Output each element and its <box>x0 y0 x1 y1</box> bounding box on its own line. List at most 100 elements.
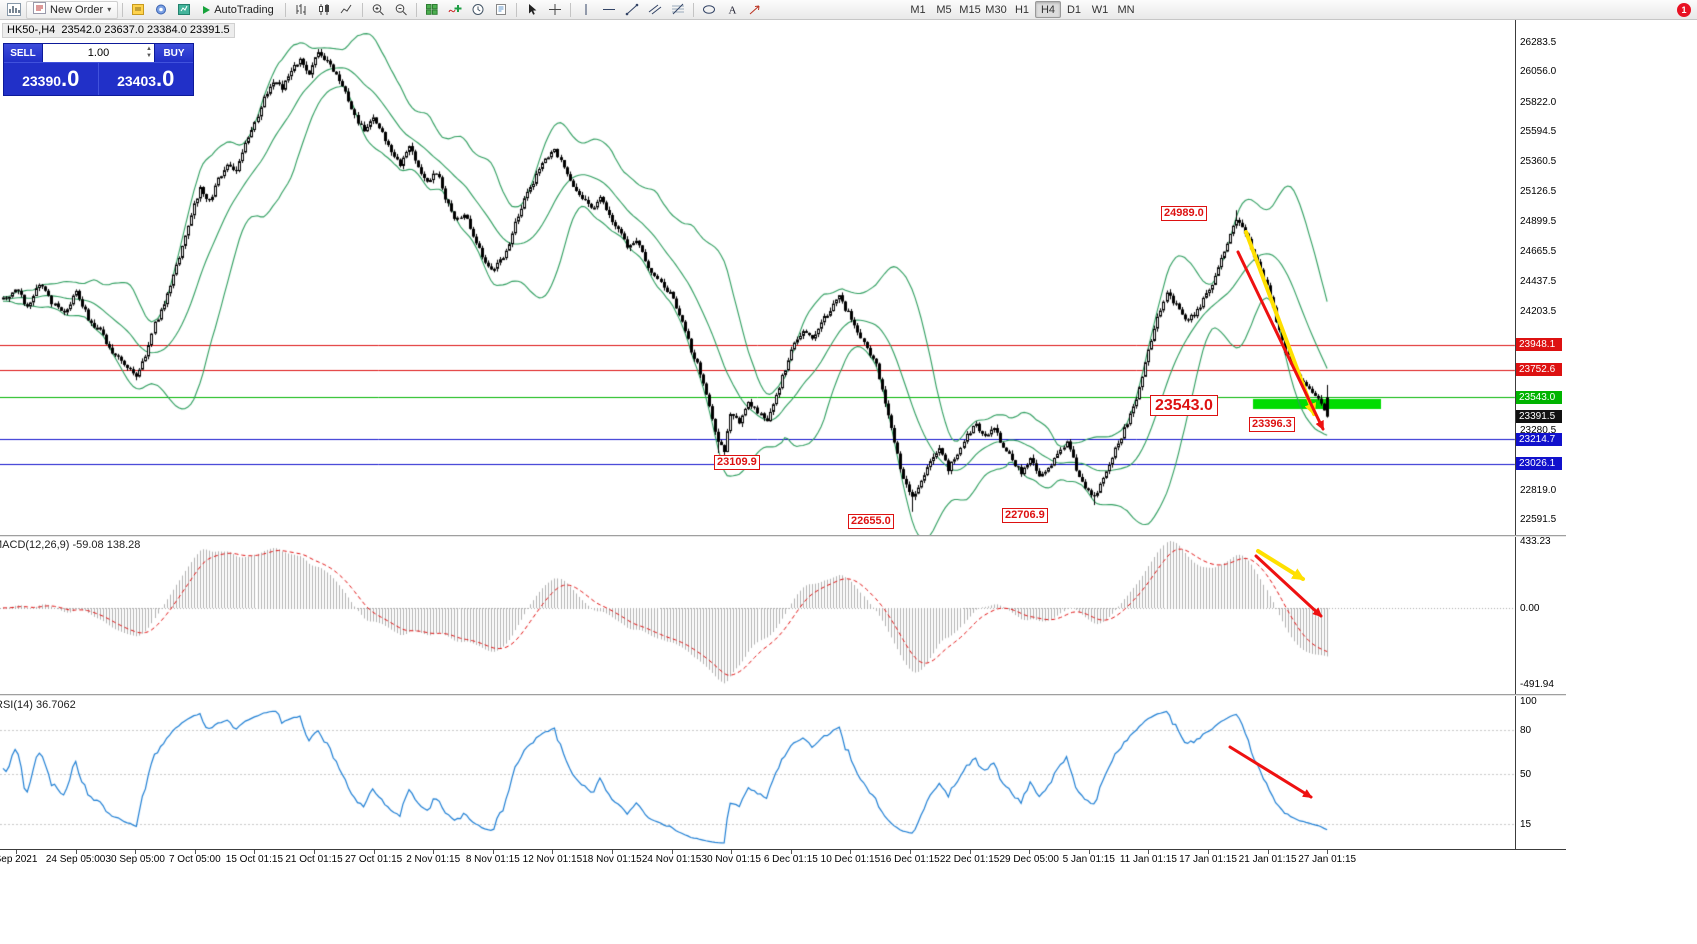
strategy-tester-icon[interactable] <box>173 1 195 19</box>
new-order-button[interactable]: New Order ▾ <box>26 0 119 19</box>
time-axis-tick <box>850 850 852 854</box>
horizontal-line-icon[interactable] <box>598 1 620 19</box>
timeframe-button-h1[interactable]: H1 <box>1014 3 1030 16</box>
time-axis-line <box>0 849 1566 850</box>
cursor-icon[interactable] <box>521 1 543 19</box>
vertical-line-icon[interactable] <box>575 1 597 19</box>
tile-windows-icon[interactable] <box>421 1 443 19</box>
rsi-axis-label: 80 <box>1520 725 1532 736</box>
macd-axis-label: 0.00 <box>1520 603 1540 614</box>
price-annotation-label[interactable]: 23543.0 <box>1150 395 1218 416</box>
time-axis-tick <box>1148 850 1150 854</box>
timeframe-button-m15[interactable]: M15 <box>959 3 981 16</box>
price-annotation-label[interactable]: 22655.0 <box>848 514 894 529</box>
symbol-period-label: HK50-,H4 <box>7 24 56 36</box>
time-axis-label: 24 Nov 01:15 <box>641 854 702 865</box>
buy-price-fraction: .0 <box>156 66 175 91</box>
channel-icon[interactable] <box>644 1 666 19</box>
time-axis-tick <box>433 850 435 854</box>
price-axis-tag: 23391.5 <box>1516 410 1562 424</box>
zoom-in-icon[interactable] <box>367 1 389 19</box>
zoom-out-icon[interactable] <box>390 1 412 19</box>
new-chart-icon[interactable] <box>3 1 25 19</box>
volume-up-icon[interactable]: ▲ <box>146 46 152 52</box>
autotrading-label: AutoTrading <box>214 3 274 16</box>
time-axis-label: 21 Jan 01:15 <box>1238 854 1297 865</box>
price-axis-label: 24665.5 <box>1520 246 1557 258</box>
line-chart-icon[interactable] <box>336 1 358 19</box>
autotrading-button[interactable]: AutoTrading <box>196 1 281 19</box>
chart-canvas[interactable] <box>0 20 1516 856</box>
toolbar-separator <box>415 2 417 17</box>
price-annotation-label[interactable]: 22706.9 <box>1002 508 1048 523</box>
time-axis-label: 29 Dec 05:00 <box>999 854 1059 865</box>
toolbar-separator <box>515 2 517 17</box>
volume-input[interactable]: 1.00 ▲ ▼ <box>42 44 155 62</box>
templates-icon[interactable] <box>490 1 512 19</box>
buy-button[interactable]: BUY <box>155 44 193 62</box>
indicators-icon[interactable] <box>444 1 466 19</box>
macd-indicator-label: MACD(12,26,9) -59.08 138.28 <box>0 539 141 551</box>
timeframe-button-w1[interactable]: W1 <box>1091 3 1109 16</box>
price-annotation-label[interactable]: 23396.3 <box>1249 417 1295 432</box>
metaeditor-icon[interactable] <box>127 1 149 19</box>
arrow-tool-icon[interactable] <box>744 1 766 19</box>
timeframe-button-m30[interactable]: M30 <box>985 3 1007 16</box>
buy-price[interactable]: 23403.0 <box>99 63 194 95</box>
volume-down-icon[interactable]: ▼ <box>146 53 152 59</box>
time-axis-label: 30 Nov 01:15 <box>701 854 761 865</box>
time-axis-label: 27 Oct 01:15 <box>344 854 403 865</box>
price-axis-label: 24437.5 <box>1520 275 1557 287</box>
time-axis-tick <box>1208 850 1209 854</box>
time-axis-label: 30 Sep 05:00 <box>105 854 165 865</box>
timeframe-button-m1[interactable]: M1 <box>910 3 926 16</box>
time-axis-label: 21 Oct 01:15 <box>285 854 343 865</box>
time-axis-label: Sep 2021 <box>0 854 38 865</box>
autotrading-play-icon <box>203 5 211 14</box>
candlestick-chart-icon[interactable] <box>313 1 335 19</box>
time-axis-label: 2 Nov 01:15 <box>406 854 461 865</box>
time-axis-label: 6 Dec 01:15 <box>763 854 818 865</box>
price-annotation-label[interactable]: 24989.0 <box>1161 206 1207 221</box>
trendline-icon[interactable] <box>621 1 643 19</box>
panel-divider-rsi[interactable] <box>0 694 1566 696</box>
toolbar-separator <box>284 2 286 17</box>
bar-chart-icon[interactable] <box>290 1 312 19</box>
sell-button[interactable]: SELL <box>4 44 42 62</box>
time-axis-label: 24 Sep 05:00 <box>45 854 106 865</box>
rsi-indicator-label: RSI(14) 36.7062 <box>0 699 76 711</box>
time-axis-tick <box>552 850 554 854</box>
notification-badge[interactable]: 1 <box>1677 3 1691 17</box>
time-axis-label: 22 Dec 01:15 <box>939 854 1000 865</box>
sell-price-main: 23390 <box>22 73 62 89</box>
timeframe-button-mn[interactable]: MN <box>1117 3 1135 16</box>
time-axis-tick <box>969 850 971 854</box>
time-axis-tick <box>1327 850 1329 854</box>
price-axis-line <box>1515 20 1516 850</box>
sell-price[interactable]: 23390.0 <box>4 63 99 95</box>
svg-text:A: A <box>728 5 736 17</box>
macd-axis-label: 433.23 <box>1520 535 1551 547</box>
rsi-axis-label: 15 <box>1520 819 1532 831</box>
crosshair-icon[interactable] <box>544 1 566 19</box>
price-axis-label: 25594.5 <box>1520 126 1557 138</box>
time-axis-tick <box>1267 850 1269 854</box>
toolbar-separator <box>692 2 694 17</box>
time-axis-tick <box>16 850 17 854</box>
text-icon[interactable]: A <box>721 1 743 19</box>
price-axis-label: 25360.5 <box>1520 156 1557 168</box>
new-order-icon <box>33 2 46 17</box>
price-annotation-label[interactable]: 23109.9 <box>714 455 760 470</box>
periods-icon[interactable] <box>467 1 489 19</box>
timeframe-button-h4[interactable]: H4 <box>1035 1 1061 18</box>
timeframe-button-d1[interactable]: D1 <box>1066 3 1082 16</box>
price-axis-label: 24899.5 <box>1520 215 1557 227</box>
timeframe-button-m5[interactable]: M5 <box>936 3 952 16</box>
time-axis-tick <box>671 850 673 854</box>
shapes-icon[interactable] <box>698 1 720 19</box>
options-icon[interactable] <box>150 1 172 19</box>
toolbar-separator <box>122 2 124 17</box>
fibonacci-icon[interactable] <box>667 1 689 19</box>
panel-divider-macd[interactable] <box>0 535 1566 537</box>
